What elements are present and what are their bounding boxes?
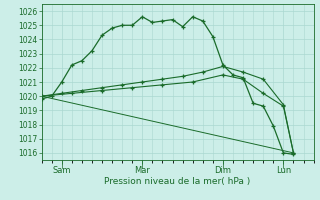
X-axis label: Pression niveau de la mer( hPa ): Pression niveau de la mer( hPa )	[104, 177, 251, 186]
